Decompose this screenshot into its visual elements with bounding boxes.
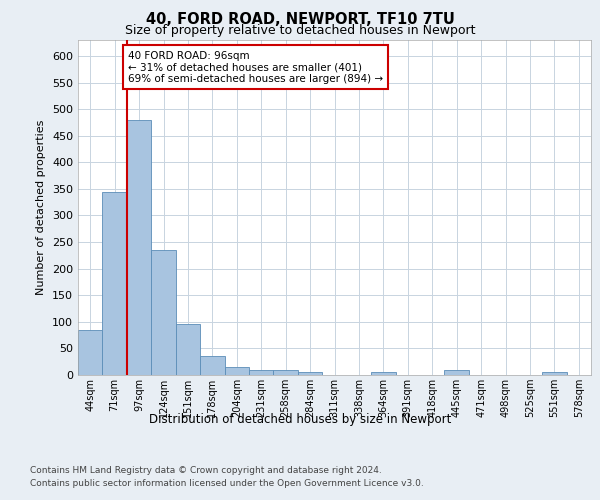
Bar <box>274 370 298 375</box>
Bar <box>371 372 395 375</box>
Y-axis label: Number of detached properties: Number of detached properties <box>37 120 46 295</box>
Text: Size of property relative to detached houses in Newport: Size of property relative to detached ho… <box>125 24 475 37</box>
Bar <box>445 370 469 375</box>
Bar <box>298 372 322 375</box>
Bar <box>200 356 224 375</box>
Bar <box>103 192 127 375</box>
Bar <box>176 324 200 375</box>
Text: Distribution of detached houses by size in Newport: Distribution of detached houses by size … <box>149 412 451 426</box>
Bar <box>127 120 151 375</box>
Text: Contains public sector information licensed under the Open Government Licence v3: Contains public sector information licen… <box>30 479 424 488</box>
Text: Contains HM Land Registry data © Crown copyright and database right 2024.: Contains HM Land Registry data © Crown c… <box>30 466 382 475</box>
Bar <box>542 372 566 375</box>
Bar <box>249 370 274 375</box>
Text: 40 FORD ROAD: 96sqm
← 31% of detached houses are smaller (401)
69% of semi-detac: 40 FORD ROAD: 96sqm ← 31% of detached ho… <box>128 50 383 84</box>
Bar <box>78 330 103 375</box>
Bar <box>224 367 249 375</box>
Bar <box>151 250 176 375</box>
Text: 40, FORD ROAD, NEWPORT, TF10 7TU: 40, FORD ROAD, NEWPORT, TF10 7TU <box>146 12 454 27</box>
